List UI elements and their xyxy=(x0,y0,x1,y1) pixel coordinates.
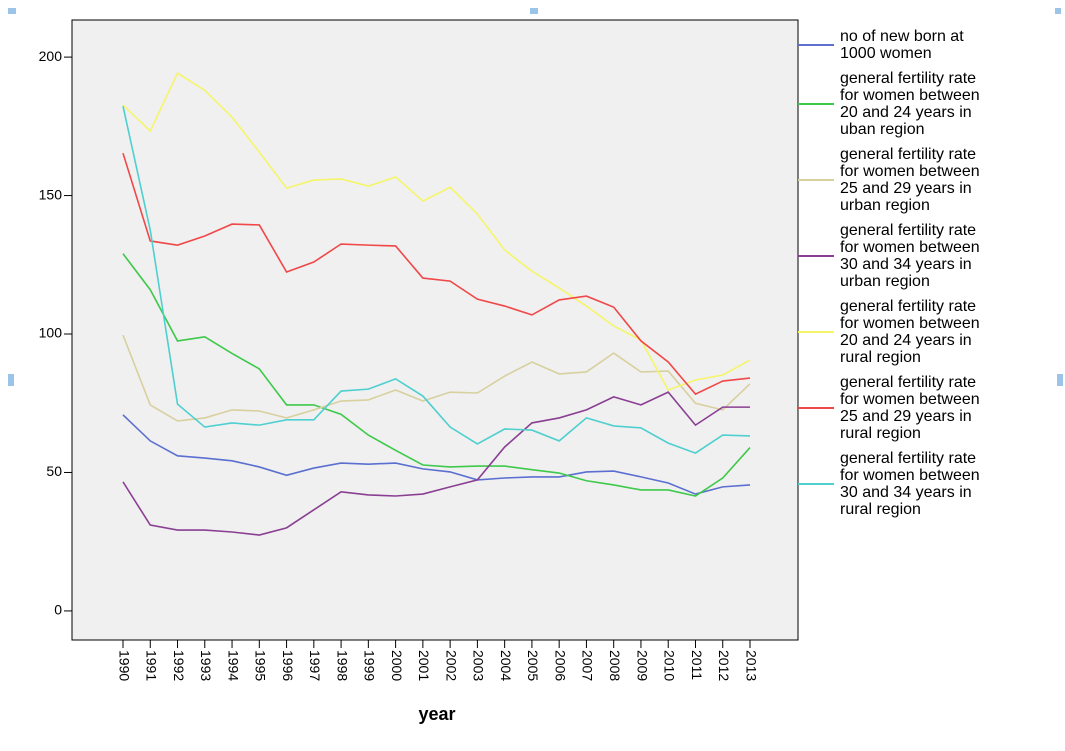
x-tick-label: 2002 xyxy=(443,650,459,681)
series-line xyxy=(122,72,751,391)
legend-swatch xyxy=(798,103,834,105)
handle xyxy=(530,8,538,14)
legend-label: general fertility rate for women between… xyxy=(840,70,980,138)
y-tick-label: 200 xyxy=(39,48,63,64)
y-tick-label: 0 xyxy=(54,602,62,618)
x-tick-label: 2010 xyxy=(662,650,678,681)
handle xyxy=(1055,8,1061,14)
legend-item: general fertility rate for women between… xyxy=(798,298,990,366)
series-line xyxy=(122,414,751,495)
legend-item: general fertility rate for women between… xyxy=(798,450,990,518)
legend-item: general fertility rate for women between… xyxy=(798,222,990,290)
x-tick-label: 1999 xyxy=(362,650,378,681)
legend-swatch xyxy=(798,483,834,485)
series-line xyxy=(122,152,751,396)
series-line xyxy=(122,105,751,454)
legend-label: general fertility rate for women between… xyxy=(840,222,980,290)
legend-label: general fertility rate for women between… xyxy=(840,298,980,366)
handle xyxy=(8,8,16,14)
legend-swatch xyxy=(798,407,834,409)
y-tick-label: 50 xyxy=(46,463,62,479)
plot-area xyxy=(71,19,799,641)
x-tick-label: 2008 xyxy=(607,650,623,681)
series-line xyxy=(122,334,751,422)
x-tick-label: 1998 xyxy=(334,650,350,681)
x-tick-label: 1990 xyxy=(116,650,132,681)
legend-item: general fertility rate for women between… xyxy=(798,70,990,138)
legend-item: no of new born at 1000 women xyxy=(798,28,990,62)
series-line xyxy=(122,391,750,536)
x-tick-label: 2006 xyxy=(552,650,568,681)
handle xyxy=(1057,374,1063,386)
y-tick-label: 100 xyxy=(39,325,63,341)
legend-swatch xyxy=(798,255,834,257)
x-tick-label: 1993 xyxy=(198,650,214,681)
x-tick-label: 2001 xyxy=(416,650,432,681)
legend-swatch xyxy=(798,331,834,333)
handle xyxy=(8,374,14,386)
legend-label: no of new born at 1000 women xyxy=(840,28,964,62)
x-tick-label: 2012 xyxy=(716,650,732,681)
series-line xyxy=(122,253,751,497)
x-tick-label: 1991 xyxy=(144,650,160,681)
x-tick-label: 2009 xyxy=(634,650,650,681)
x-tick-label: 2003 xyxy=(471,650,487,681)
legend-label: general fertility rate for women between… xyxy=(840,450,980,518)
x-tick-label: 2013 xyxy=(743,650,759,681)
legend-item: general fertility rate for women between… xyxy=(798,374,990,442)
x-tick-label: 2004 xyxy=(498,650,514,681)
x-tick-label: 2011 xyxy=(689,650,705,680)
legend-swatch xyxy=(798,179,834,181)
legend: no of new born at 1000 women general fert… xyxy=(798,28,990,526)
legend-item: general fertility rate for women between… xyxy=(798,146,990,214)
x-tick-label: 1992 xyxy=(171,650,187,681)
x-tick-label: 2005 xyxy=(525,650,541,681)
x-tick-label: 1996 xyxy=(280,650,296,681)
x-tick-label: 1995 xyxy=(253,650,269,681)
x-tick-label: 1994 xyxy=(225,650,241,681)
x-axis-title: year xyxy=(418,704,455,724)
y-tick-label: 150 xyxy=(39,186,63,202)
legend-label: general fertility rate for women between… xyxy=(840,374,980,442)
legend-label: general fertility rate for women between… xyxy=(840,146,980,214)
x-tick-label: 2007 xyxy=(580,650,596,681)
x-tick-label: 2000 xyxy=(389,650,405,681)
legend-swatch xyxy=(798,44,834,46)
x-tick-label: 1997 xyxy=(307,650,323,681)
